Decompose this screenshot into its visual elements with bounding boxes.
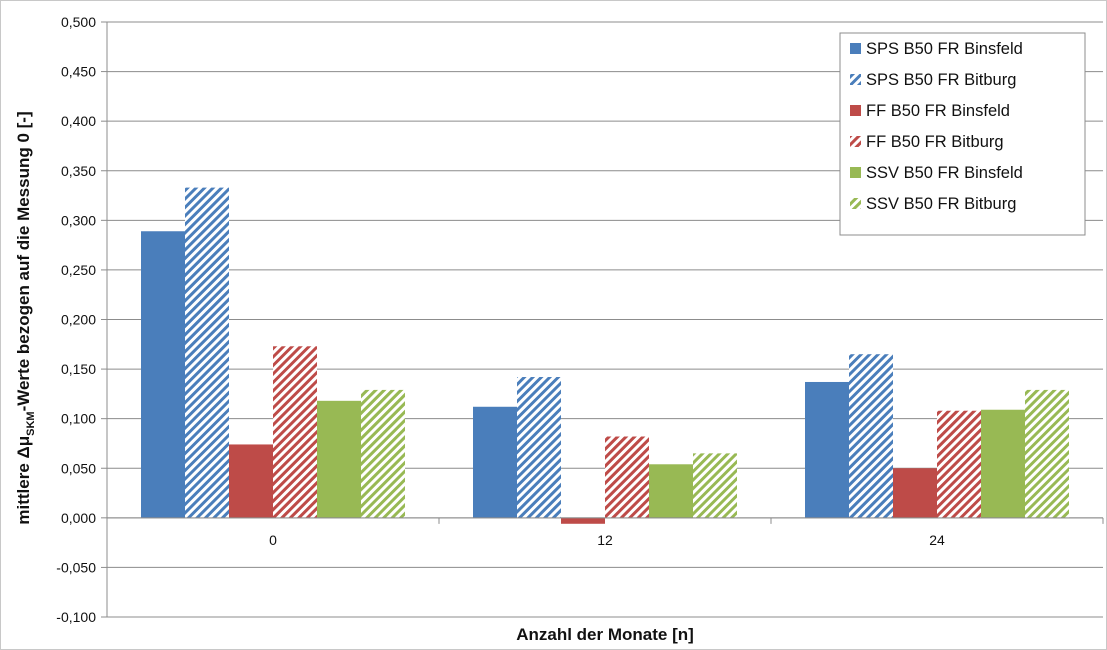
y-axis-title-part2: -Werte bezogen auf die Messung 0 [-]: [14, 111, 33, 411]
y-axis-title-subscript: SKM: [25, 411, 37, 435]
bar: [937, 410, 981, 518]
y-tick-label: 0,100: [61, 411, 96, 427]
legend-swatch: [850, 167, 861, 178]
bar: [981, 409, 1025, 518]
bar: [605, 436, 649, 518]
bar: [517, 377, 561, 518]
bar: [185, 187, 229, 518]
bar: [849, 354, 893, 518]
bar: [805, 381, 849, 518]
y-axis-title-part1: mittlere Δμ: [14, 436, 33, 525]
y-tick-label: 0,350: [61, 163, 96, 179]
y-tick-label: 0,200: [61, 312, 96, 328]
legend-swatch: [850, 198, 861, 209]
legend-box: [839, 32, 1086, 236]
legend: SPS B50 FR Binsfeld SPS B50 FR Bitburg FF …: [839, 32, 1086, 236]
x-tick-label: 12: [597, 532, 613, 548]
bar: [693, 453, 737, 518]
legend-label: FF B50 FR Binsfeld: [866, 102, 1010, 120]
bars: [141, 187, 1069, 524]
y-tick-labels: -0,100 -0,050 0,000 0,050 0,100 0,150 0,200 0,2…: [56, 14, 96, 625]
bar: [649, 464, 693, 518]
bar: [273, 346, 317, 518]
y-tick-label: 0,150: [61, 361, 96, 377]
bar: [561, 517, 605, 524]
axes: [101, 21, 1104, 618]
y-tick-label: 0,300: [61, 212, 96, 228]
x-tick-label: 0: [269, 532, 277, 548]
bar: [141, 231, 185, 518]
legend-swatch: [850, 43, 861, 54]
y-tick-label: 0,000: [61, 510, 96, 526]
bar: [317, 400, 361, 518]
y-tick-label: -0,100: [56, 609, 96, 625]
gridlines: [107, 21, 1103, 618]
y-tick-label: 0,050: [61, 460, 96, 476]
y-tick-label: 0,450: [61, 64, 96, 80]
legend-label: SPS B50 FR Binsfeld: [866, 40, 1023, 58]
x-tick-labels: 0 12 24: [269, 532, 945, 548]
legend-swatch: [850, 136, 861, 147]
legend-swatch: [850, 74, 861, 85]
bar: [893, 468, 937, 518]
legend-label: FF B50 FR Bitburg: [866, 133, 1004, 151]
y-tick-label: 0,250: [61, 262, 96, 278]
legend-label: SPS B50 FR Bitburg: [866, 71, 1016, 89]
legend-label: SSV B50 FR Bitburg: [866, 195, 1016, 213]
y-tick-label: -0,050: [56, 559, 96, 575]
legend-swatch: [850, 105, 861, 116]
y-tick-label: 0,500: [61, 14, 96, 30]
legend-label: SSV B50 FR Binsfeld: [866, 164, 1023, 182]
x-axis-title: Anzahl der Monate [n]: [516, 625, 694, 644]
bar: [229, 444, 273, 518]
bar: [1025, 389, 1069, 518]
bar: [473, 406, 517, 518]
x-tick-label: 24: [929, 532, 945, 548]
bar: [361, 389, 405, 518]
y-tick-label: 0,400: [61, 113, 96, 129]
y-axis-title: mittlere ΔμSKM-Werte bezogen auf die Mes…: [14, 111, 37, 524]
